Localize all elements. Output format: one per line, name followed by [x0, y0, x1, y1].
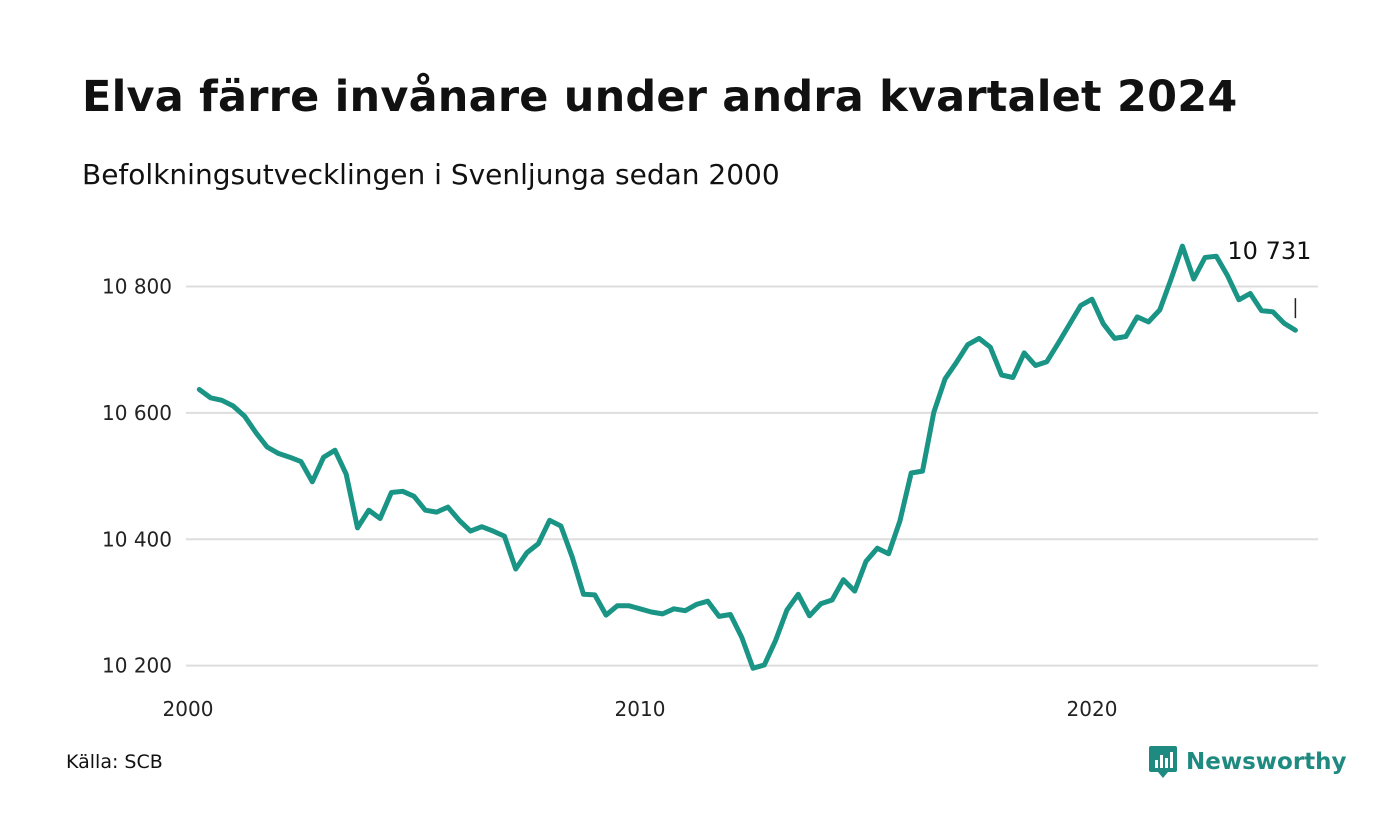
y-tick-label: 10 600	[102, 401, 172, 425]
x-tick-label: 2010	[615, 697, 666, 721]
y-tick-label: 10 800	[102, 275, 172, 299]
y-tick-label: 10 400	[102, 527, 172, 551]
last-value-label: 10 731	[1227, 237, 1311, 265]
x-tick-label: 2020	[1067, 697, 1118, 721]
brand-name: Newsworthy	[1186, 749, 1347, 775]
newsworthy-logo-icon	[1149, 746, 1177, 778]
chart-title: Elva färre invånare under andra kvartale…	[82, 72, 1238, 122]
brand-logo: Newsworthy	[1148, 744, 1347, 780]
source-note: Källa: SCB	[66, 751, 163, 773]
y-tick-label: 10 200	[102, 654, 172, 678]
population-line	[196, 243, 1298, 671]
x-tick-label: 2000	[163, 697, 214, 721]
chart-subtitle: Befolkningsutvecklingen i Svenljunga sed…	[82, 158, 780, 191]
